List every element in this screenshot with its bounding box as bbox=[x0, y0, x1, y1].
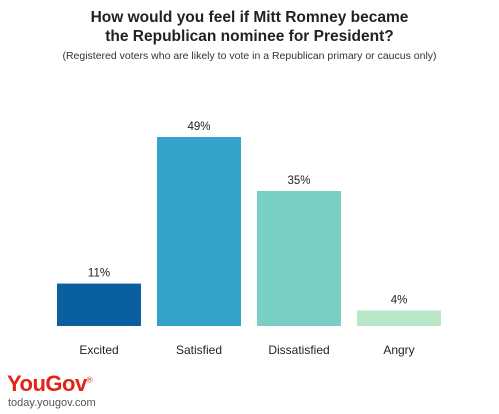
bar-angry bbox=[357, 310, 441, 326]
value-label-satisfied: 49% bbox=[187, 121, 210, 133]
bar-dissatisfied bbox=[257, 191, 341, 326]
value-label-excited: 11% bbox=[88, 268, 110, 280]
logo-gov: Gov bbox=[45, 371, 87, 396]
bar-excited bbox=[57, 283, 141, 326]
category-label-angry: Angry bbox=[383, 343, 414, 357]
bar-satisfied bbox=[157, 137, 241, 326]
category-label-satisfied: Satisfied bbox=[176, 343, 222, 357]
category-label-dissatisfied: Dissatisfied bbox=[268, 343, 329, 357]
value-label-angry: 4% bbox=[391, 295, 408, 307]
chart-title: How would you feel if Mitt Romney became… bbox=[0, 8, 499, 46]
yougov-logo: YouGov® bbox=[7, 371, 93, 397]
chart-title-line-2: the Republican nominee for President? bbox=[105, 28, 394, 45]
chart-title-line-1: How would you feel if Mitt Romney became bbox=[90, 9, 409, 26]
chart-subtitle: (Registered voters who are likely to vot… bbox=[62, 50, 437, 62]
logo-registered-mark: ® bbox=[86, 375, 93, 385]
category-label-excited: Excited bbox=[79, 343, 118, 357]
logo-you: You bbox=[7, 371, 46, 396]
value-label-dissatisfied: 35% bbox=[287, 175, 310, 187]
website-url: today.yougov.com bbox=[8, 397, 96, 409]
